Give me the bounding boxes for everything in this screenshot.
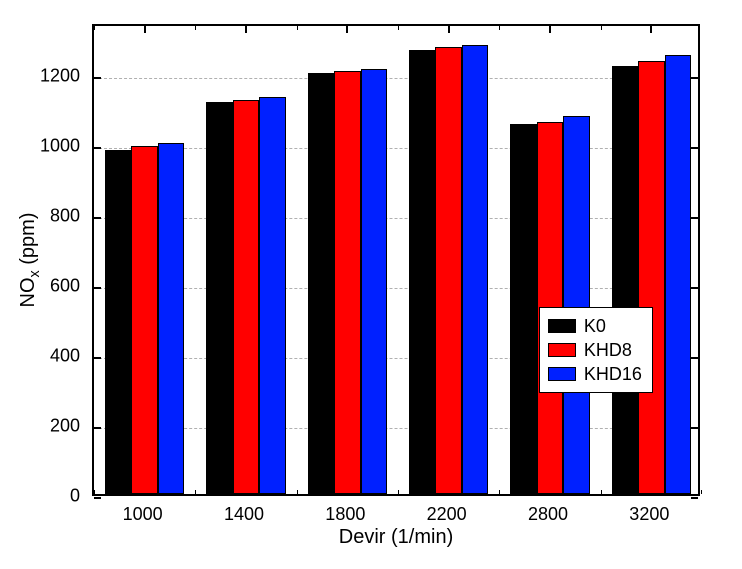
- legend-label: KHD8: [584, 340, 632, 361]
- bar-KHD8: [334, 71, 360, 494]
- x-minor-tick-top: [94, 26, 95, 30]
- bar-K0: [105, 150, 131, 494]
- x-minor-tick: [195, 490, 196, 494]
- y-tick-label: 1000: [40, 136, 80, 157]
- x-minor-tick: [499, 490, 500, 494]
- y-tick: [94, 217, 101, 219]
- legend-swatch: [548, 343, 576, 357]
- legend-label: K0: [584, 316, 606, 337]
- x-tick-label: 3200: [629, 504, 669, 525]
- y-tick: [94, 287, 101, 289]
- x-minor-tick-top: [499, 26, 500, 30]
- bar-KHD8: [233, 100, 259, 494]
- bar-K0: [612, 66, 638, 494]
- legend-label: KHD16: [584, 364, 642, 385]
- y-tick-right: [691, 147, 698, 149]
- legend-item: K0: [548, 314, 642, 338]
- y-tick-right: [691, 217, 698, 219]
- gridline: [94, 78, 698, 79]
- bar-KHD16: [259, 97, 285, 494]
- x-tick-top: [650, 26, 652, 33]
- y-tick-label: 400: [50, 346, 80, 367]
- x-tick-top: [549, 26, 551, 33]
- legend: K0 KHD8 KHD16: [539, 307, 653, 393]
- y-tick-label: 0: [70, 486, 80, 507]
- y-tick-right: [691, 77, 698, 79]
- bar-KHD8: [435, 47, 461, 494]
- x-tick-top: [245, 26, 247, 33]
- bar-K0: [510, 124, 536, 494]
- y-tick-label: 600: [50, 276, 80, 297]
- x-minor-tick: [398, 490, 399, 494]
- x-tick-label: 2200: [427, 504, 467, 525]
- y-axis-title: NOx (ppm): [17, 213, 43, 308]
- legend-item: KHD16: [548, 362, 642, 386]
- y-tick-label: 1200: [40, 66, 80, 87]
- bar-KHD16: [665, 55, 691, 494]
- y-tick-right: [691, 497, 698, 499]
- legend-swatch: [548, 367, 576, 381]
- bar-K0: [206, 102, 232, 494]
- gridline: [94, 148, 698, 149]
- y-tick-right: [691, 357, 698, 359]
- y-tick: [94, 77, 101, 79]
- y-tick-right: [691, 427, 698, 429]
- x-minor-tick: [701, 490, 702, 494]
- bar-KHD16: [158, 143, 184, 494]
- bar-K0: [308, 73, 334, 494]
- x-tick-label: 1800: [325, 504, 365, 525]
- legend-item: KHD8: [548, 338, 642, 362]
- bar-KHD16: [361, 69, 387, 494]
- x-tick-top: [346, 26, 348, 33]
- legend-swatch: [548, 319, 576, 333]
- y-tick: [94, 147, 101, 149]
- x-minor-tick-top: [398, 26, 399, 30]
- x-minor-tick-top: [297, 26, 298, 30]
- x-minor-tick-top: [601, 26, 602, 30]
- y-tick: [94, 427, 101, 429]
- gridline: [94, 288, 698, 289]
- x-tick-top: [144, 26, 146, 33]
- x-tick-label: 2800: [528, 504, 568, 525]
- y-tick: [94, 497, 101, 499]
- x-axis-title: Devir (1/min): [339, 526, 453, 549]
- gridline: [94, 428, 698, 429]
- y-tick-right: [691, 287, 698, 289]
- x-minor-tick-top: [195, 26, 196, 30]
- x-tick-label: 1400: [224, 504, 264, 525]
- bar-KHD16: [462, 45, 488, 494]
- x-tick-top: [448, 26, 450, 33]
- gridline: [94, 218, 698, 219]
- y-tick-label: 800: [50, 206, 80, 227]
- bar-KHD8: [638, 61, 664, 494]
- y-tick: [94, 357, 101, 359]
- x-tick-label: 1000: [123, 504, 163, 525]
- x-minor-tick: [94, 490, 95, 494]
- x-minor-tick: [601, 490, 602, 494]
- bar-K0: [409, 50, 435, 494]
- x-minor-tick: [297, 490, 298, 494]
- y-tick-label: 200: [50, 416, 80, 437]
- bar-KHD8: [131, 146, 157, 494]
- bar-KHD16: [563, 116, 589, 494]
- chart-plot-frame: [92, 24, 700, 496]
